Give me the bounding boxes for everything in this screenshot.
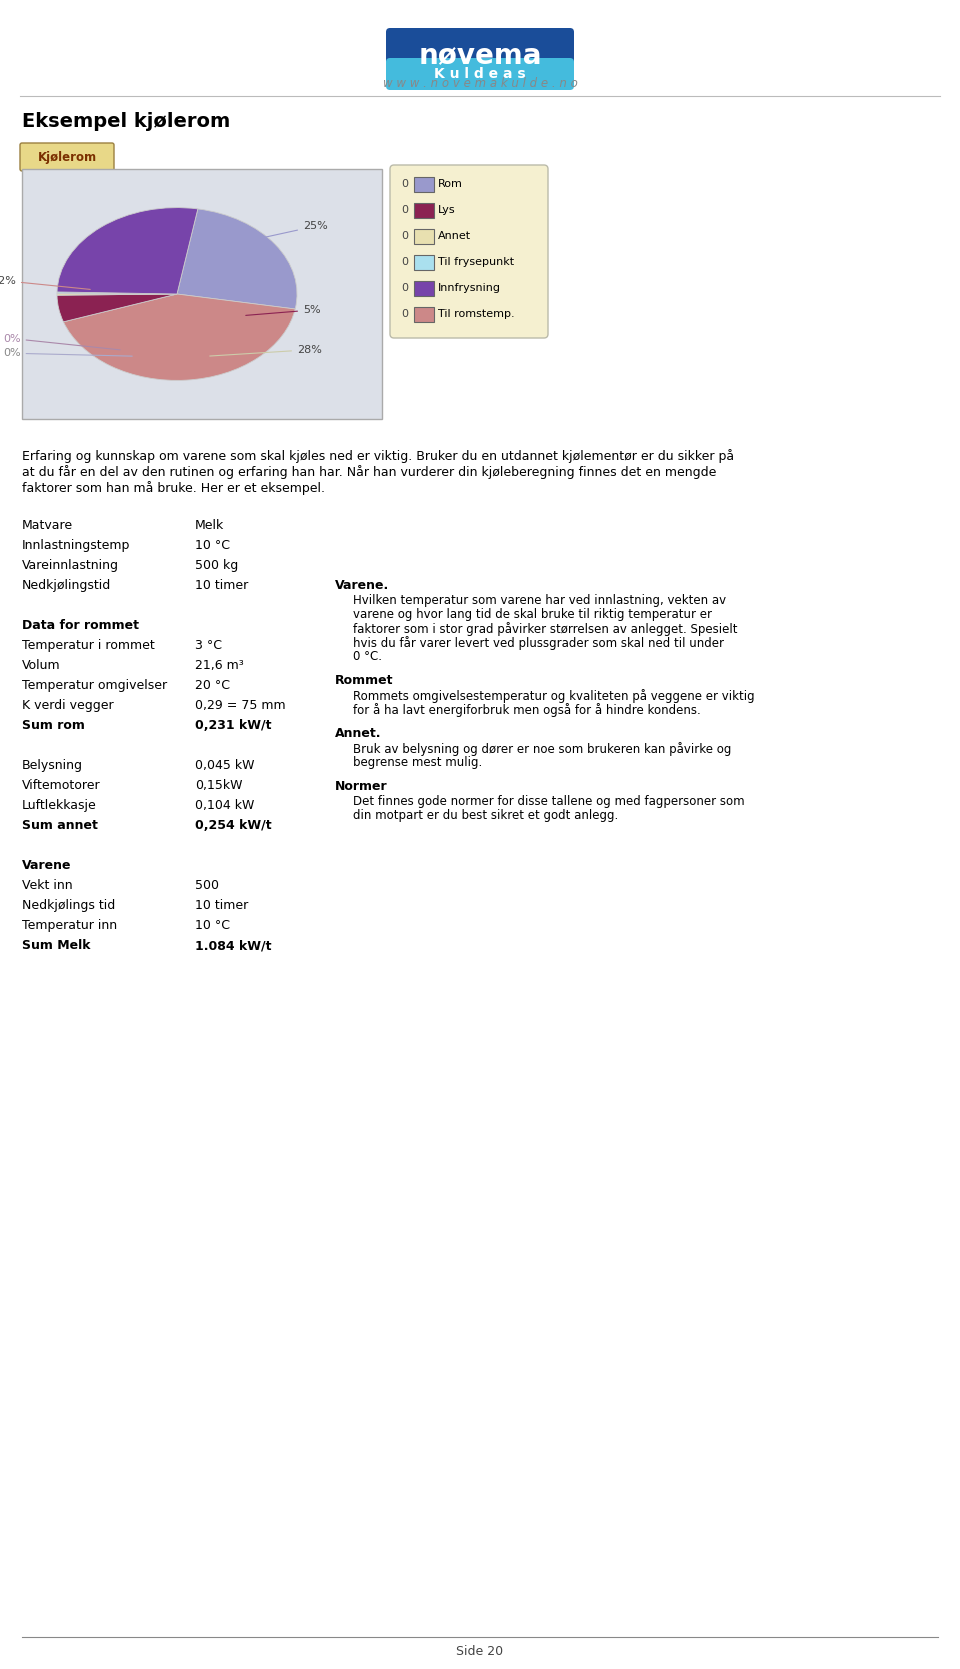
Bar [414,307,434,322]
Text: Melk: Melk [195,519,225,532]
Text: Eksempel kjølerom: Eksempel kjølerom [22,112,230,130]
Wedge shape [57,207,198,294]
Text: Temperatur i rommet: Temperatur i rommet [22,639,155,653]
Bar [414,280,434,295]
Text: 500: 500 [195,880,219,891]
Text: Volum: Volum [22,659,60,673]
Text: for å ha lavt energiforbruk men også for å hindre kondens.: for å ha lavt energiforbruk men også for… [353,703,701,718]
Text: hvis du får varer levert ved plussgrader som skal ned til under: hvis du får varer levert ved plussgrader… [353,636,724,649]
Text: Annet: Annet [438,230,471,240]
Text: 3 °C: 3 °C [195,639,222,653]
Text: K verdi vegger: K verdi vegger [22,699,113,713]
Text: 5%: 5% [246,305,321,315]
Text: at du får en del av den rutinen og erfaring han har. Når han vurderer din kjøleb: at du får en del av den rutinen og erfar… [22,466,716,479]
Text: 0%: 0% [3,349,132,359]
Text: Nedkjølings tid: Nedkjølings tid [22,900,115,911]
Text: 0,29 = 75 mm: 0,29 = 75 mm [195,699,286,713]
Text: Sum rom: Sum rom [22,719,84,733]
Text: Varene: Varene [22,860,71,871]
Bar [394,63,566,83]
Text: 0: 0 [401,309,408,319]
Wedge shape [63,294,295,381]
Text: faktorer som i stor grad påvirker størrelsen av anlegget. Spesielt: faktorer som i stor grad påvirker større… [353,623,737,636]
Text: 0: 0 [401,284,408,294]
Text: K u l d e a s: K u l d e a s [434,67,526,82]
Text: faktorer som han må bruke. Her er et eksempel.: faktorer som han må bruke. Her er et eks… [22,481,325,496]
FancyBboxPatch shape [386,28,574,88]
Text: varene og hvor lang tid de skal bruke til riktig temperatur er: varene og hvor lang tid de skal bruke ti… [353,608,712,621]
Text: Varene.: Varene. [335,579,389,592]
Bar [22,169,382,419]
Text: 0,254 kW/t: 0,254 kW/t [195,819,272,833]
Text: Side 20: Side 20 [456,1644,504,1657]
Text: 28%: 28% [210,345,322,355]
Text: din motpart er du best sikret et godt anlegg.: din motpart er du best sikret et godt an… [353,809,618,823]
Text: Til frysepunkt: Til frysepunkt [438,257,515,267]
Text: Erfaring og kunnskap om varene som skal kjøles ned er viktig. Bruker du en utdan: Erfaring og kunnskap om varene som skal … [22,449,734,462]
FancyBboxPatch shape [386,58,574,90]
Text: Viftemotorer: Viftemotorer [22,779,101,793]
Text: 0: 0 [401,257,408,267]
Bar [414,204,434,219]
Text: Rom: Rom [438,179,463,189]
Text: Til romstemp.: Til romstemp. [438,309,515,319]
Text: 10 timer: 10 timer [195,900,249,911]
Text: 0%: 0% [3,334,120,350]
Text: 25%: 25% [226,222,327,245]
Text: Bruk av belysning og dører er noe som brukeren kan påvirke og: Bruk av belysning og dører er noe som br… [353,743,732,756]
Text: 0: 0 [401,205,408,215]
Text: w w w . n o v e m a k u l d e . n o: w w w . n o v e m a k u l d e . n o [383,77,577,90]
Text: 0: 0 [401,179,408,189]
Text: Innfrysning: Innfrysning [438,284,501,294]
Text: 10 °C: 10 °C [195,920,230,931]
Text: Innlastningstemp: Innlastningstemp [22,539,131,552]
Bar [414,229,434,244]
Text: Sum Melk: Sum Melk [22,940,90,951]
Text: Rommet: Rommet [335,674,394,688]
Text: begrense mest mulig.: begrense mest mulig. [353,756,482,769]
Text: Temperatur inn: Temperatur inn [22,920,117,931]
Text: 21,6 m³: 21,6 m³ [195,659,244,673]
Text: 0,045 kW: 0,045 kW [195,759,254,773]
Text: Vekt inn: Vekt inn [22,880,73,891]
Text: Det finnes gode normer for disse tallene og med fagpersoner som: Det finnes gode normer for disse tallene… [353,794,745,808]
Text: Annet.: Annet. [335,728,381,739]
Text: 0,104 kW: 0,104 kW [195,799,254,813]
Text: Nedkjølingstid: Nedkjølingstid [22,579,111,592]
Text: Luftlekkasje: Luftlekkasje [22,799,97,813]
Bar [414,177,434,192]
Text: Belysning: Belysning [22,759,83,773]
Wedge shape [57,294,177,322]
FancyBboxPatch shape [390,165,548,339]
Wedge shape [57,292,177,294]
Text: Lys: Lys [438,205,456,215]
Text: Matvare: Matvare [22,519,73,532]
Text: 0,231 kW/t: 0,231 kW/t [195,719,272,733]
Text: 10 °C: 10 °C [195,539,230,552]
Text: nøvema: nøvema [419,42,541,70]
Text: 42%: 42% [0,275,90,289]
Text: Hvilken temperatur som varene har ved innlastning, vekten av: Hvilken temperatur som varene har ved in… [353,594,726,608]
FancyBboxPatch shape [20,144,114,170]
Text: 0: 0 [401,230,408,240]
Text: Rommets omgivelsestemperatur og kvaliteten på veggene er viktig: Rommets omgivelsestemperatur og kvalitet… [353,689,755,703]
Wedge shape [177,209,297,309]
Text: Kjølerom: Kjølerom [37,150,97,164]
Text: 0 °C.: 0 °C. [353,649,382,663]
Bar [414,255,434,270]
Text: 500 kg: 500 kg [195,559,238,572]
Text: Sum annet: Sum annet [22,819,98,833]
Text: Normer: Normer [335,779,388,793]
Text: Vareinnlastning: Vareinnlastning [22,559,119,572]
Text: Data for rommet: Data for rommet [22,619,139,633]
Text: Temperatur omgivelser: Temperatur omgivelser [22,679,167,693]
Text: 10 timer: 10 timer [195,579,249,592]
Text: 20 °C: 20 °C [195,679,230,693]
Text: 0,15kW: 0,15kW [195,779,243,793]
Text: 1.084 kW/t: 1.084 kW/t [195,940,272,951]
